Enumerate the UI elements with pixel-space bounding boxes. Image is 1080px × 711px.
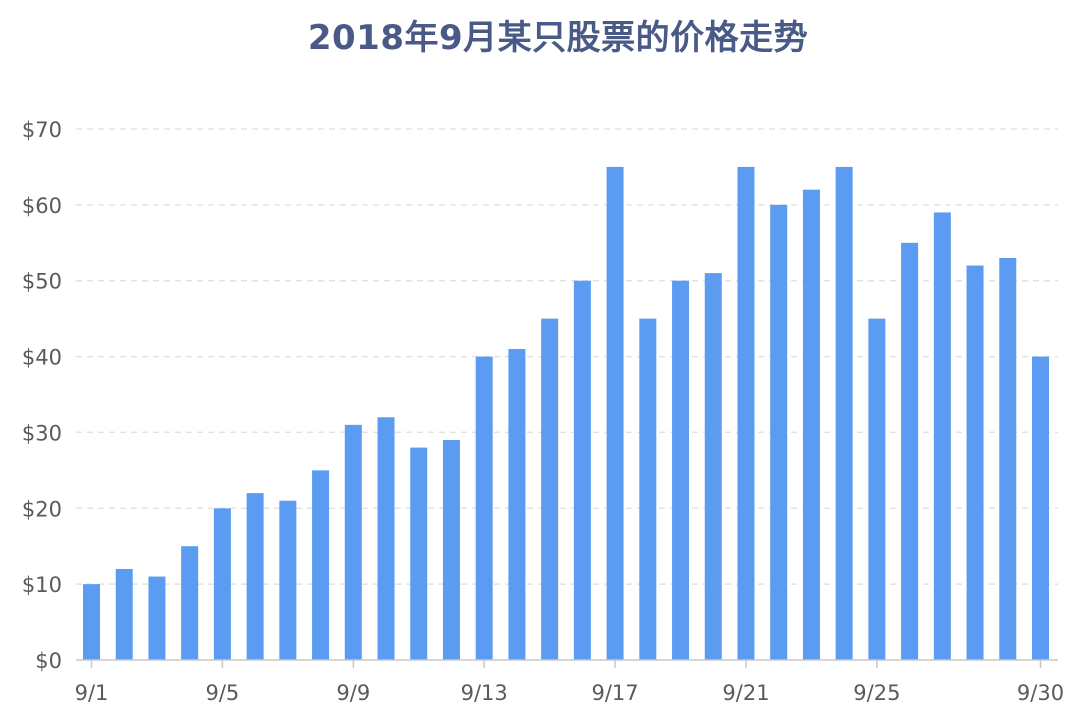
bar <box>442 440 460 660</box>
bar <box>410 447 428 660</box>
bar <box>573 280 591 660</box>
x-tick-label: 9/25 <box>853 681 900 705</box>
x-tick-label: 9/21 <box>722 681 769 705</box>
bar <box>933 212 951 660</box>
bar <box>115 568 133 660</box>
y-axis-labels: $0 $10 $20 $30 $40 $50 $60 $70 <box>22 118 62 673</box>
bar <box>246 493 264 660</box>
x-axis-labels: 9/1 9/5 9/9 9/13 9/17 9/21 9/25 9/30 <box>75 681 1064 705</box>
x-tick-label: 9/5 <box>205 681 239 705</box>
bar <box>1032 356 1049 660</box>
x-tick-label: 9/1 <box>75 681 109 705</box>
y-tick-label: $70 <box>22 118 62 142</box>
y-tick-label: $30 <box>22 421 62 445</box>
x-tick-label: 9/13 <box>461 681 508 705</box>
bar <box>148 576 166 660</box>
y-tick-label: $10 <box>22 573 62 597</box>
bar <box>999 257 1017 660</box>
bar <box>344 424 362 660</box>
x-tick-label: 9/17 <box>592 681 639 705</box>
bar <box>83 584 100 660</box>
bar <box>639 318 657 660</box>
bar <box>835 166 853 660</box>
bar <box>475 356 493 660</box>
y-tick-label: $50 <box>22 270 62 294</box>
bar <box>868 318 886 660</box>
bar <box>181 546 199 660</box>
x-tick-label: 9/9 <box>336 681 370 705</box>
y-tick-label: $20 <box>22 497 62 521</box>
bar <box>377 417 395 660</box>
bar <box>737 166 755 660</box>
bars <box>83 166 1049 661</box>
bar <box>279 500 297 660</box>
bar <box>213 508 231 660</box>
bar <box>704 273 722 660</box>
bar <box>802 189 820 660</box>
bar <box>901 242 919 661</box>
x-tick-label: 9/30 <box>1017 681 1064 705</box>
x-axis <box>76 659 1058 668</box>
y-tick-label: $40 <box>22 346 62 370</box>
bar <box>508 348 526 660</box>
y-tick-label: $60 <box>22 194 62 218</box>
bar <box>770 204 788 660</box>
bar <box>606 166 624 660</box>
bar <box>966 265 984 660</box>
bar <box>672 280 690 660</box>
chart-title: 2018年9月某只股票的价格走势 <box>307 18 809 58</box>
grid-lines <box>76 128 1058 585</box>
bar <box>312 470 330 660</box>
bar <box>541 318 559 660</box>
y-tick-label: $0 <box>35 649 62 673</box>
